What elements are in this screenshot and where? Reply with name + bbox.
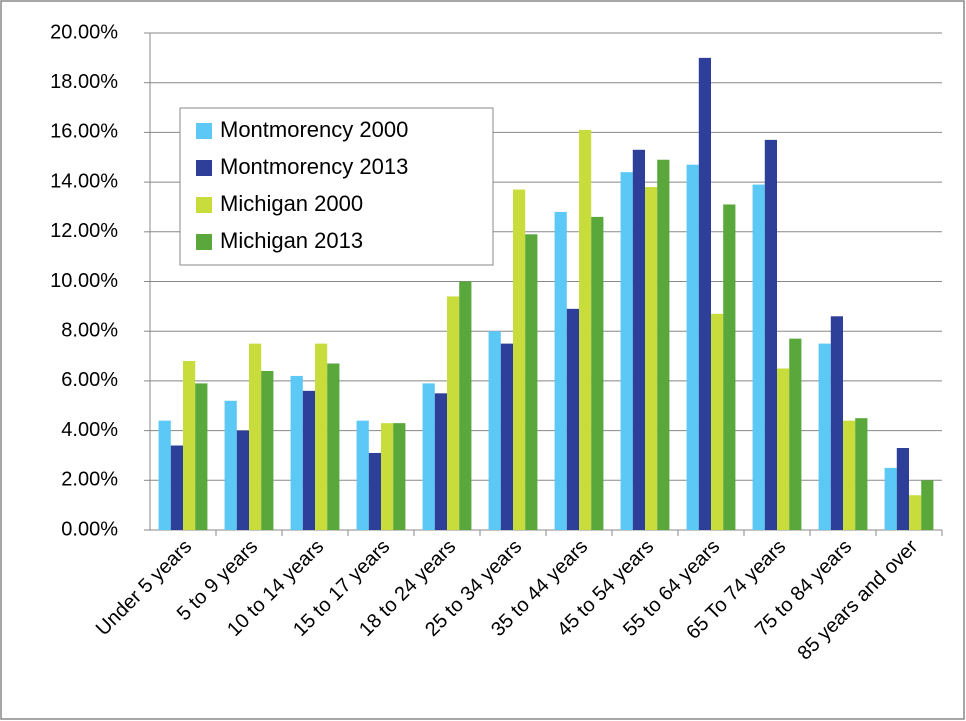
bar [170,445,183,530]
bar [884,467,897,530]
y-tick-label: 0.00% [61,518,118,540]
bar [896,447,909,530]
bar [632,149,645,531]
bar [921,480,934,530]
bar [645,187,658,530]
legend-label: Michigan 2000 [220,191,363,216]
bar [830,316,843,530]
bar [698,57,711,530]
bar [566,308,579,530]
y-tick-label: 14.00% [50,170,118,192]
y-tick-label: 16.00% [50,121,118,143]
legend-label: Montmorency 2000 [220,117,408,142]
bar [764,139,777,531]
y-tick-label: 18.00% [50,71,118,93]
bar [315,343,328,530]
bar [711,313,724,530]
legend-swatch [196,160,212,176]
bar [488,331,501,530]
bar [393,423,406,530]
bar [500,343,513,530]
bar [302,390,315,530]
bar [855,418,868,530]
bar [789,338,802,530]
legend-label: Montmorency 2013 [220,154,408,179]
y-tick-label: 8.00% [61,319,118,341]
bar [620,172,633,530]
legend-label: Michigan 2013 [220,228,363,253]
bar [368,452,381,530]
legend-swatch [196,197,212,213]
y-tick-label: 12.00% [50,220,118,242]
bar [261,370,274,530]
bar [657,159,670,531]
legend-swatch [196,234,212,250]
legend-swatch [196,123,212,139]
bar [686,164,699,530]
bar [554,211,567,531]
legend-box [179,107,494,266]
bar [591,216,604,530]
bar [818,343,831,530]
bar [579,129,592,531]
bar [777,368,790,530]
y-tick-label: 6.00% [61,369,118,391]
bar [224,400,237,530]
bar [195,383,208,530]
bar [249,343,262,530]
bar [236,430,249,530]
y-tick-label: 10.00% [50,270,118,292]
bar [158,420,171,530]
bar [290,375,303,530]
bar [434,393,447,530]
y-tick-label: 2.00% [61,469,118,491]
bar [447,296,460,530]
bar [422,383,435,530]
bar [909,495,922,530]
y-tick-label: 20.00% [50,21,118,43]
bar [723,204,736,530]
bar [356,420,369,530]
bar [843,420,856,530]
bar [459,281,472,530]
bar [752,184,765,530]
y-tick-label: 4.00% [61,419,118,441]
bar [513,189,526,530]
bar [183,361,196,530]
bar [525,234,538,530]
bar [327,363,340,530]
bar [381,423,394,530]
